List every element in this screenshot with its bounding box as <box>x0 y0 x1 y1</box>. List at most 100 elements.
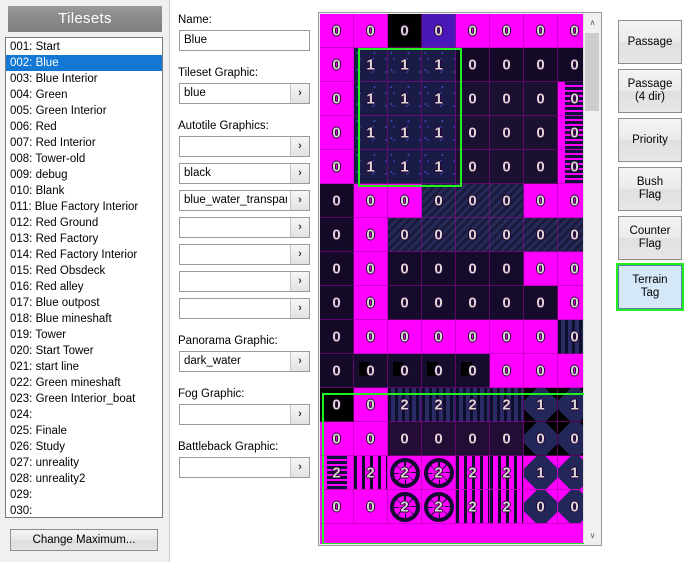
tile-cell[interactable]: 1 <box>388 116 422 150</box>
tile-cell[interactable]: 2 <box>422 490 456 524</box>
tile-cell[interactable]: 0 <box>422 354 456 388</box>
tile-cell[interactable]: 0 <box>490 354 524 388</box>
tile-cell[interactable]: 0 <box>456 320 490 354</box>
tile-cell[interactable]: 0 <box>456 150 490 184</box>
browse-chevron-icon[interactable]: › <box>290 245 309 264</box>
tile-cell[interactable]: 2 <box>456 490 490 524</box>
tile-cell[interactable]: 0 <box>320 48 354 82</box>
tile-cell[interactable]: 0 <box>524 422 558 456</box>
tile-cell[interactable]: 0 <box>524 490 558 524</box>
tile-cell[interactable]: 0 <box>388 184 422 218</box>
tile-cell[interactable]: 0 <box>388 218 422 252</box>
tile-cell[interactable]: 1 <box>558 388 584 422</box>
flag-button[interactable]: Priority <box>618 118 682 162</box>
tile-cell[interactable]: 0 <box>456 422 490 456</box>
tile-cell[interactable]: 0 <box>320 150 354 184</box>
tile-cell[interactable]: 1 <box>354 48 388 82</box>
tile-cell[interactable]: 0 <box>456 184 490 218</box>
tile-cell[interactable]: 0 <box>524 116 558 150</box>
tileset-list-item[interactable]: 001: Start <box>10 41 60 53</box>
tileset-list-item[interactable]: 019: Tower <box>10 329 67 341</box>
tile-cell[interactable]: 0 <box>456 48 490 82</box>
tileset-list-item[interactable]: 007: Red Interior <box>10 137 96 149</box>
flag-button[interactable]: Passage (4 dir) <box>618 69 682 113</box>
field-input[interactable]: › <box>179 298 310 319</box>
tile-cell[interactable]: 0 <box>354 184 388 218</box>
tile-cell[interactable]: 0 <box>524 320 558 354</box>
tile-cell[interactable]: 0 <box>456 116 490 150</box>
tile-cell[interactable]: 0 <box>490 48 524 82</box>
tile-cell[interactable]: 0 <box>524 252 558 286</box>
tile-cell[interactable]: 1 <box>422 82 456 116</box>
scrollbar-thumb[interactable] <box>585 33 599 111</box>
tile-cell[interactable]: 0 <box>422 422 456 456</box>
tileset-list-item[interactable]: 016: Red alley <box>10 281 84 293</box>
tile-cell[interactable]: 2 <box>490 456 524 490</box>
tile-cell[interactable]: 0 <box>320 286 354 320</box>
tile-cell[interactable]: 2 <box>456 456 490 490</box>
browse-chevron-icon[interactable]: › <box>290 164 309 183</box>
tileset-list-item[interactable]: 008: Tower-old <box>10 153 86 165</box>
field-input[interactable]: dark_water › <box>179 351 310 372</box>
tileset-list-item[interactable]: 021: start line <box>10 361 80 373</box>
scroll-down-icon[interactable]: ∨ <box>584 527 601 544</box>
tileset-list-item[interactable]: 022: Green mineshaft <box>10 377 121 389</box>
tile-cell[interactable]: 0 <box>524 354 558 388</box>
tile-cell[interactable]: 0 <box>354 354 388 388</box>
tile-cell[interactable]: 1 <box>354 116 388 150</box>
tile-cell[interactable]: 0 <box>422 252 456 286</box>
tile-cell[interactable]: 0 <box>490 184 524 218</box>
tile-cell[interactable]: 0 <box>388 286 422 320</box>
change-maximum-button[interactable]: Change Maximum... <box>10 529 158 551</box>
tile-cell[interactable]: 0 <box>388 252 422 286</box>
browse-chevron-icon[interactable]: › <box>290 299 309 318</box>
tile-grid-viewport[interactable]: 0 0 0 0 0 0 0 0 0 1 1 1 0 0 0 0 0 1 1 1 0 0 0 0 0 1 1 1 0 0 0 0 0 1 1 1 0 0 0 0… <box>320 14 584 544</box>
tile-cell[interactable]: 0 <box>558 286 584 320</box>
tileset-list-item[interactable]: 028: unreality2 <box>10 473 86 485</box>
tile-cell[interactable]: 1 <box>422 48 456 82</box>
tile-cell[interactable]: 0 <box>524 218 558 252</box>
tile-cell[interactable]: 0 <box>558 48 584 82</box>
tile-cell[interactable]: 0 <box>422 286 456 320</box>
scroll-up-icon[interactable]: ∧ <box>584 14 601 31</box>
tile-cell[interactable]: 0 <box>354 388 388 422</box>
tile-cell[interactable]: 0 <box>354 14 388 48</box>
tileset-list-item[interactable]: 006: Red <box>10 121 57 133</box>
tile-cell[interactable]: 0 <box>490 320 524 354</box>
browse-chevron-icon[interactable]: › <box>290 405 309 424</box>
tileset-list-item[interactable]: 009: debug <box>10 169 68 181</box>
tile-cell[interactable]: 0 <box>558 320 584 354</box>
tileset-list-item[interactable]: 003: Blue Interior <box>10 73 98 85</box>
tile-cell[interactable]: 1 <box>422 116 456 150</box>
canvas-vertical-scrollbar[interactable]: ∧ ∨ <box>583 14 601 544</box>
tile-cell[interactable]: 0 <box>422 14 456 48</box>
tile-cell[interactable]: 0 <box>490 252 524 286</box>
tile-cell[interactable]: 1 <box>524 456 558 490</box>
tile-cell[interactable]: 0 <box>354 286 388 320</box>
tile-cell[interactable]: 0 <box>490 150 524 184</box>
tileset-list-item[interactable]: 017: Blue outpost <box>10 297 100 309</box>
tile-cell[interactable]: 0 <box>354 422 388 456</box>
browse-chevron-icon[interactable]: › <box>290 191 309 210</box>
tile-cell[interactable]: 0 <box>354 252 388 286</box>
tile-cell[interactable]: 0 <box>320 320 354 354</box>
tile-cell[interactable]: 2 <box>456 388 490 422</box>
tileset-list-item[interactable]: 020: Start Tower <box>10 345 94 357</box>
tileset-list-item[interactable]: 023: Green Interior_boat <box>10 393 136 405</box>
tile-cell[interactable]: 0 <box>456 354 490 388</box>
tile-cell[interactable]: 2 <box>354 456 388 490</box>
tileset-list-item[interactable]: 025: Finale <box>10 425 67 437</box>
flag-button[interactable]: Counter Flag <box>618 216 682 260</box>
field-input[interactable]: › <box>179 457 310 478</box>
field-input[interactable]: Blue <box>179 30 310 51</box>
tile-cell[interactable]: 0 <box>524 286 558 320</box>
tile-cell[interactable]: 0 <box>422 184 456 218</box>
field-input[interactable]: › <box>179 217 310 238</box>
tile-cell[interactable]: 0 <box>524 82 558 116</box>
tile-cell[interactable]: 0 <box>456 286 490 320</box>
tile-cell[interactable]: 0 <box>320 252 354 286</box>
tile-cell[interactable]: 0 <box>490 14 524 48</box>
field-input[interactable]: › <box>179 404 310 425</box>
tile-cell[interactable]: 0 <box>490 422 524 456</box>
tile-cell[interactable]: 0 <box>320 422 354 456</box>
